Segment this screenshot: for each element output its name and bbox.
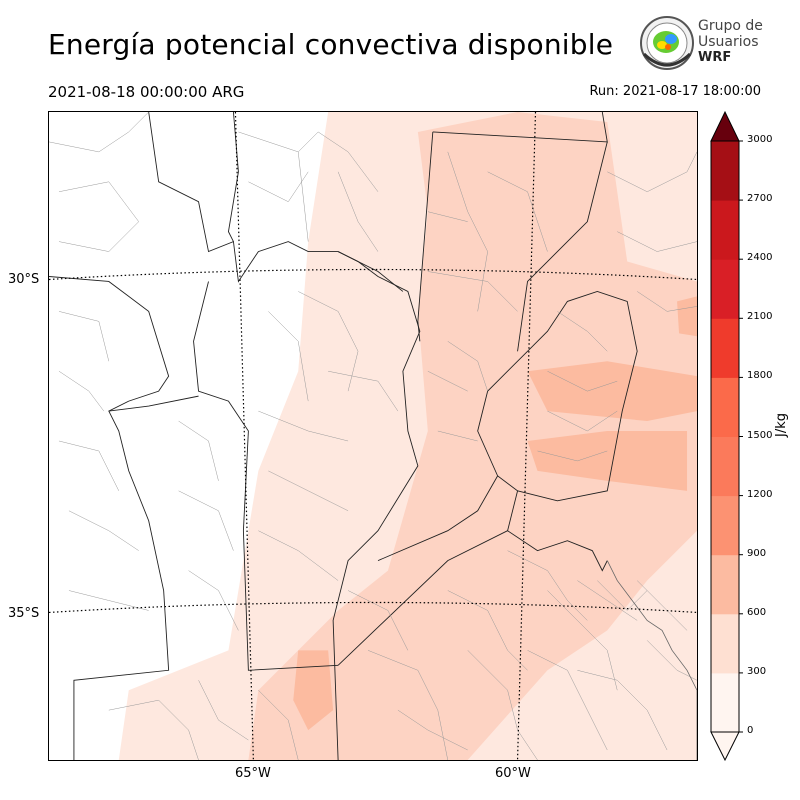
- cape-fill-spot-2: [677, 296, 697, 337]
- province-boundaries: [49, 112, 638, 760]
- map-title: Energía potencial convectiva disponible: [48, 28, 614, 61]
- colorbar-tick-label: 900: [747, 547, 767, 559]
- colorbar-extend-min: [710, 731, 740, 762]
- cape-fill-mid: [248, 112, 697, 760]
- colorbar-bin: [711, 436, 739, 497]
- colorbar-tick-label: 1800: [747, 370, 773, 382]
- colorbar-tick-label: 1500: [747, 429, 773, 441]
- colorbar-tick-label: 2100: [747, 311, 773, 323]
- colorbar-tick-label: 2700: [747, 193, 773, 205]
- meridian-60w: [516, 112, 537, 760]
- cape-fill-band: [527, 361, 697, 422]
- colorbar-bin: [711, 377, 739, 437]
- logo: Grupo de Usuarios WRF: [638, 14, 778, 74]
- colorbar-bin: [711, 613, 739, 674]
- department-boundaries: [49, 112, 697, 760]
- meridian-65w: [234, 112, 254, 760]
- coastline: [606, 560, 697, 760]
- valid-time: 2021-08-18 00:00:00 ARG: [48, 83, 245, 101]
- colorbar-bin: [711, 495, 739, 556]
- cape-fill-band-2: [527, 431, 688, 491]
- colorbar-tick-label: 3000: [747, 134, 773, 145]
- colorbar-tick-label: 600: [747, 606, 767, 618]
- colorbar-bin: [711, 672, 739, 733]
- graticule: [49, 112, 697, 760]
- cape-shading: [118, 112, 697, 760]
- lat-label-30s: 30°S: [8, 272, 40, 287]
- colorbar-tick-label: 0: [747, 725, 754, 736]
- globe-seal-icon: [640, 16, 694, 70]
- lon-label-60w: 60°W: [495, 766, 531, 781]
- colorbar-extend-max: [710, 110, 740, 142]
- colorbar-tick-label: 300: [747, 665, 767, 677]
- colorbar-tick-label: 1200: [747, 488, 773, 500]
- colorbar-tick-marks: [739, 140, 743, 733]
- parallel-35s: [49, 601, 697, 614]
- logo-line-2: Usuarios: [698, 34, 759, 50]
- logo-line-1: Grupo de: [698, 18, 763, 34]
- colorbar-bin: [711, 200, 739, 260]
- run-time: Run: 2021-08-17 18:00:00: [589, 84, 761, 99]
- cape-map: [48, 111, 698, 761]
- colorbar-bin: [711, 318, 739, 378]
- colorbar-bins: [711, 141, 739, 733]
- lon-label-65w: 65°W: [235, 766, 271, 781]
- colorbar-bin: [711, 554, 739, 615]
- colorbar: [710, 110, 743, 762]
- logo-line-3: WRF: [698, 50, 732, 65]
- colorbar-bin: [711, 259, 739, 319]
- parallel-30s: [49, 268, 697, 281]
- colorbar-tick-label: 2400: [747, 252, 773, 264]
- colorbar-units: J/kg: [774, 413, 789, 437]
- cape-fill-spot-1: [293, 650, 334, 731]
- colorbar-bin: [711, 141, 739, 201]
- lat-label-35s: 35°S: [8, 606, 40, 621]
